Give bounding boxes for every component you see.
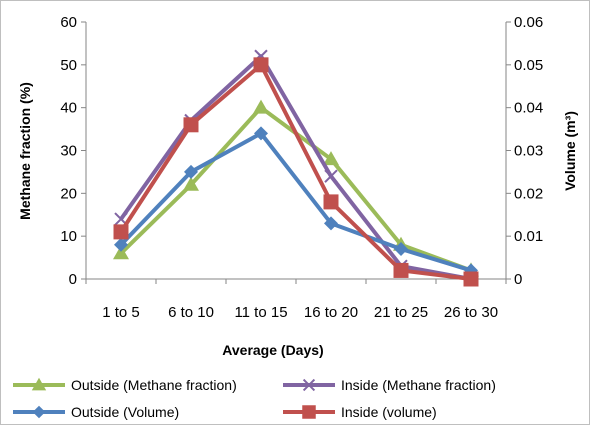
data-point	[254, 126, 268, 141]
x-tick-label: 1 to 5	[102, 304, 140, 321]
legend: Outside (Methane fraction) Inside (Methan…	[13, 377, 496, 420]
y-tick-label: 30	[60, 143, 77, 160]
series-line	[119, 62, 472, 281]
x-tick-label: 11 to 15	[234, 304, 287, 321]
legend-label: Outside (Volume)	[71, 404, 179, 420]
data-point	[184, 164, 198, 179]
legend-swatch-marker	[32, 405, 46, 419]
legend-item: Inside (Methane fraction)	[283, 377, 496, 393]
series-3	[113, 57, 479, 287]
y-axis-title: Methane fraction (%)	[17, 82, 33, 220]
data-point	[323, 151, 339, 166]
x-axis-title: Average (Days)	[222, 342, 323, 358]
data-point	[253, 57, 269, 73]
data-point	[253, 99, 269, 114]
y-tick-label: 20	[60, 185, 77, 202]
legend-label: Inside (Methane fraction)	[341, 377, 496, 393]
y2-tick-label: 0.04	[514, 100, 543, 117]
legend-label: Outside (Methane fraction)	[71, 377, 237, 393]
legend-item: Outside (Methane fraction)	[13, 377, 237, 393]
legend-swatch-marker	[31, 377, 47, 391]
series-1	[114, 49, 478, 286]
data-point	[113, 245, 129, 260]
data-point	[113, 224, 129, 240]
y-tick-label: 10	[60, 228, 77, 245]
series-line	[119, 131, 472, 273]
x-tick-label: 26 to 30	[444, 304, 498, 321]
y2-tick-label: 0.03	[514, 143, 543, 160]
data-point	[463, 271, 479, 287]
x-tick-label: 6 to 10	[168, 304, 214, 321]
y-tick-label: 50	[60, 57, 77, 74]
y2-tick-label: 0.05	[514, 57, 543, 74]
x-tick-label: 21 to 25	[374, 304, 428, 321]
legend-item: Outside (Volume)	[13, 404, 179, 420]
data-point	[323, 194, 339, 210]
y-tick-label: 40	[60, 100, 77, 117]
y-tick-label: 60	[60, 14, 77, 31]
legend-swatch-marker	[302, 378, 316, 392]
y2-axis-title: Volume (m³)	[562, 111, 578, 191]
y2-tick-label: 0.06	[514, 14, 543, 31]
series-layer	[113, 49, 479, 287]
data-point	[183, 117, 199, 133]
data-point	[393, 262, 409, 278]
x-tick-label: 16 to 20	[304, 304, 358, 321]
data-point	[324, 169, 338, 183]
y2-tick-label: 0.01	[514, 228, 543, 245]
y2-tick-label: 0.02	[514, 185, 543, 202]
y-tick-label: 0	[69, 271, 77, 288]
legend-swatch-marker	[302, 405, 316, 419]
data-point	[324, 216, 338, 231]
legend-label: Inside (volume)	[341, 404, 437, 420]
data-point	[394, 242, 408, 257]
data-point	[114, 237, 128, 252]
legend-item: Inside (volume)	[283, 404, 437, 420]
series-0	[113, 99, 479, 277]
series-line	[119, 54, 472, 281]
y2-tick-label: 0	[514, 271, 522, 288]
data-point	[183, 176, 199, 191]
axes: 0 10 20 30 40 50 60 0 0.01 0.02 0.03 0.04 0.05 0.06 1 …	[60, 14, 543, 321]
